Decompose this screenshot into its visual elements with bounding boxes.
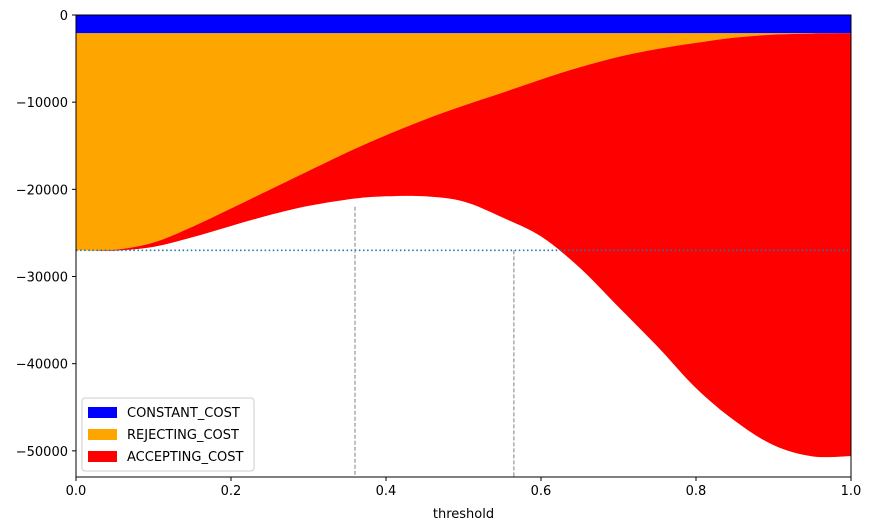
x-tick-label: 0.0 <box>66 484 87 499</box>
x-axis: 0.0 0.2 0.4 0.6 0.8 1.0 <box>66 477 862 499</box>
x-tick-label: 1.0 <box>841 484 862 499</box>
legend-label: CONSTANT_COST <box>127 406 240 421</box>
y-tick-label: 0 <box>60 9 68 24</box>
legend: CONSTANT_COST REJECTING_COST ACCEPTING_COS… <box>81 397 255 472</box>
plot-frame <box>75 14 852 478</box>
y-tick-label: −20000 <box>16 183 68 198</box>
x-tick-label: 0.2 <box>221 484 242 499</box>
x-tick-label: 0.6 <box>531 484 552 499</box>
x-tick-label: 0.4 <box>376 484 397 499</box>
x-tick-label: 0.8 <box>686 484 707 499</box>
legend-swatch-constant-cost <box>88 407 117 418</box>
legend-swatch-accepting-cost <box>88 451 117 462</box>
legend-box <box>81 397 255 472</box>
stacked-areas <box>76 15 851 458</box>
legend-swatch-rejecting-cost <box>88 429 117 440</box>
legend-label: REJECTING_COST <box>127 428 239 443</box>
y-axis: 0 −10000 −20000 −30000 −40000 −50000 <box>16 9 76 460</box>
area-constant-cost <box>76 15 851 34</box>
y-tick-label: −50000 <box>16 445 68 460</box>
area-rejecting-cost <box>76 33 851 251</box>
y-tick-label: −40000 <box>16 358 68 373</box>
legend-label: ACCEPTING_COST <box>127 450 244 465</box>
x-axis-label: threshold <box>433 507 494 522</box>
reference-lines <box>76 206 851 477</box>
y-tick-label: −30000 <box>16 271 68 286</box>
area-accepting-cost <box>76 33 851 458</box>
y-tick-label: −10000 <box>16 96 68 111</box>
